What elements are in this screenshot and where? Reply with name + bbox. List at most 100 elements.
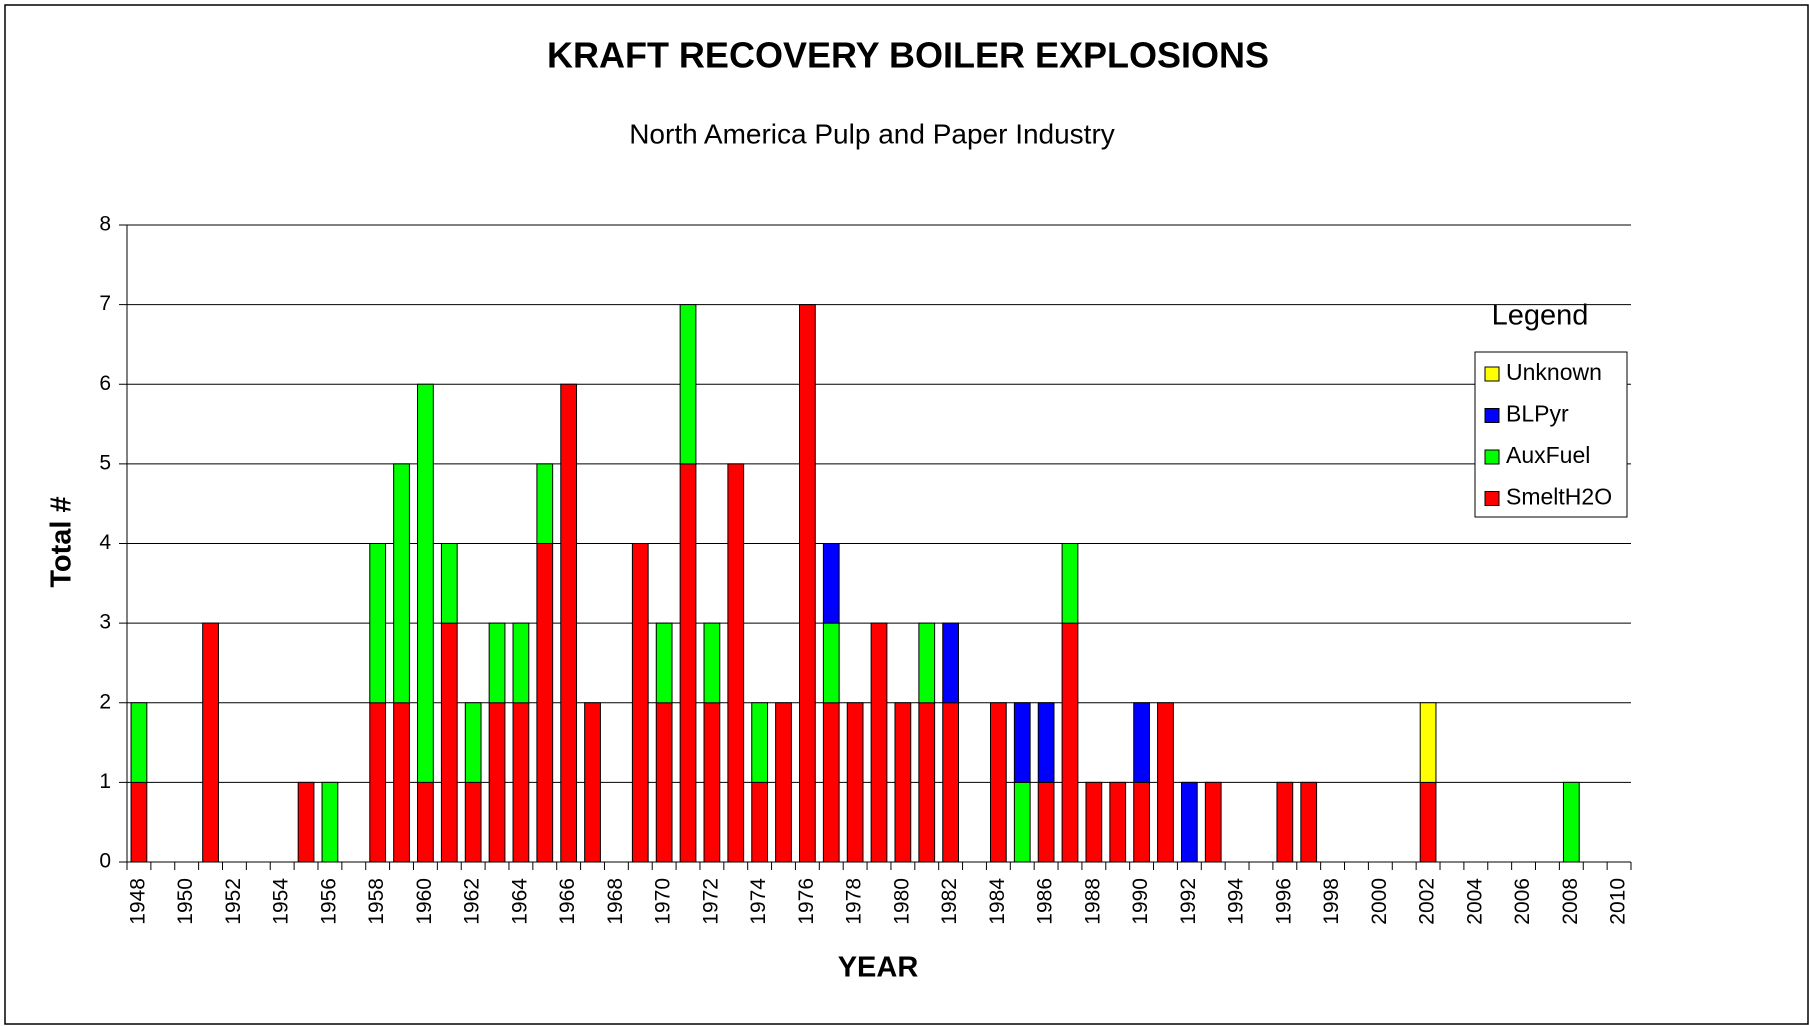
x-tick-label: 1970 [652,878,675,925]
x-tick-label: 1952 [222,878,245,925]
bar-segment [393,463,410,704]
bar-segment [1276,781,1294,863]
bar-segment [1037,702,1055,783]
bar-segment [417,383,434,783]
bar-segment [440,622,458,863]
x-tick-label: 2010 [1607,878,1630,925]
x-tick-label: 2000 [1368,878,1391,925]
y-tick-label: 4 [99,531,111,554]
bar-segment [1204,781,1222,863]
bar-segment [703,702,721,863]
y-tick-label: 6 [99,372,111,395]
x-tick-label: 1996 [1272,878,1295,925]
bar-segment [536,463,554,544]
bar-segment [1562,781,1580,863]
x-tick-label: 1986 [1034,878,1057,925]
x-tick-label: 1956 [317,878,340,925]
chart-subtitle: North America Pulp and Paper Industry [629,118,1115,149]
bar-segment [703,622,721,704]
bar-segment [321,781,339,863]
legend-box [1474,351,1628,518]
x-tick-label: 1988 [1081,878,1104,925]
bar-segment [751,781,769,863]
bar-segment [464,781,482,863]
x-tick-label: 1960 [413,878,436,925]
x-tick-label: 1990 [1129,878,1152,925]
bar-segment [870,622,888,863]
legend-label: BLPyr [1506,401,1569,427]
bar-segment [942,702,959,863]
bar-segment [417,781,434,863]
bar-segment [751,702,769,783]
legend-label: AuxFuel [1506,442,1590,468]
y-tick-label: 5 [99,451,111,474]
legend-title: Legend [1492,300,1589,332]
x-tick-label: 1984 [986,878,1009,925]
x-tick-label: 1948 [126,878,149,925]
bar-segment [512,622,530,704]
bar-segment [989,702,1007,863]
bar-segment [799,304,816,863]
x-tick-label: 1954 [270,878,293,925]
x-tick-label: 1950 [174,878,197,925]
x-tick-label: 1998 [1320,878,1343,925]
x-tick-label: 1980 [890,878,913,925]
bar-segment [512,702,530,863]
bar-segment [1180,781,1198,863]
bar-segment [918,622,936,704]
bar-segment [369,702,387,863]
bar-segment [918,702,936,863]
bar-segment [679,304,697,465]
x-tick-label: 1964 [508,878,531,925]
bar-segment [822,543,840,624]
y-tick-label: 0 [99,850,111,873]
bar-segment [369,543,387,704]
bar-segment [822,622,840,704]
bar-segment [1419,781,1437,863]
bar-segment [631,543,649,863]
x-tick-label: 1974 [747,878,770,925]
bar-segment [584,702,601,863]
bar-segment [560,383,578,863]
x-tick-label: 1978 [843,878,866,925]
bar-segment [488,622,506,704]
x-tick-label: 1976 [795,878,818,925]
bar-segment [1133,781,1150,863]
legend-swatch [1484,491,1500,506]
bar-segment [297,781,315,863]
x-tick-label: 2004 [1463,878,1486,925]
y-tick-label: 1 [99,770,111,793]
bar-segment [1013,781,1031,863]
bar-segment [655,622,673,704]
legend-swatch [1484,366,1500,382]
bar-segment [655,702,673,863]
y-tick-label: 3 [99,611,111,634]
legend-label: Unknown [1506,359,1602,385]
y-tick-label: 7 [99,292,111,315]
bar-segment [1061,543,1079,624]
bar-segment [942,622,959,704]
y-tick-label: 2 [99,690,111,713]
bar-segment [1061,622,1079,863]
bar-segment [1037,781,1055,863]
bar-segment [488,702,506,863]
bar-segment [727,463,745,863]
legend-label: SmeltH2O [1506,484,1612,510]
x-tick-label: 1962 [461,878,484,925]
bar-segment [1109,781,1127,863]
bar-segment [822,702,840,863]
bar-segment [775,702,792,863]
x-tick-label: 1982 [938,878,961,925]
x-tick-label: 1994 [1225,878,1248,925]
bar-segment [1085,781,1103,863]
legend-swatch [1484,408,1500,423]
y-tick-label: 8 [99,213,111,236]
bar-segment [679,463,697,863]
bar-segment [536,543,554,863]
x-tick-label: 2002 [1416,878,1439,925]
y-axis-label: Total # [46,496,78,587]
bar-segment [1300,781,1318,863]
legend-swatch [1484,449,1500,465]
x-tick-label: 2008 [1559,878,1582,925]
